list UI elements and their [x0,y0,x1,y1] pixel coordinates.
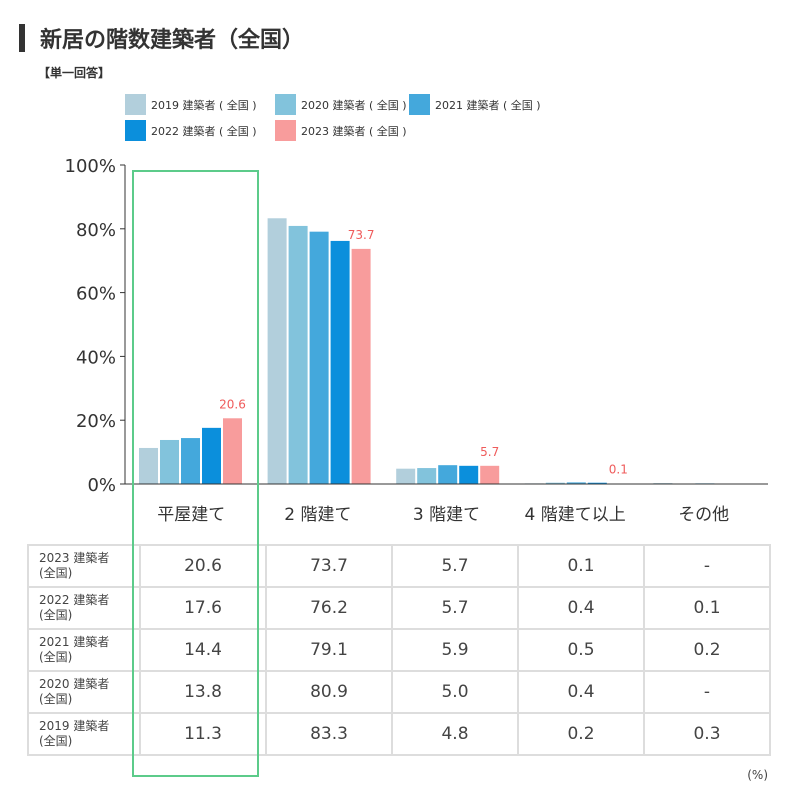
data-label: 73.7 [348,228,375,242]
table-cell: 4.8 [391,712,519,756]
legend-label: 2023 建築者 ( 全国 ) [301,124,407,138]
legend-item: 2023 建築者 ( 全国 ) [275,120,407,141]
table-row: 2022 建築者 (全国) 17.6 76.2 5.7 0.4 0.1 [27,586,771,630]
row-header: 2023 建築者 (全国) [27,544,141,588]
x-tick-label: 2 階建て [284,505,351,525]
row-header-scope: (全国) [39,692,73,706]
table-cell: 0.2 [643,628,771,672]
bar [330,240,350,484]
x-tick-label: その他 [678,505,729,525]
bar [309,231,329,484]
data-label: 20.6 [219,397,246,411]
table-cell: - [643,670,771,714]
table-cell: 14.4 [139,628,267,672]
legend-item: 2019 建築者 ( 全国 ) [125,94,257,115]
legend-swatch [275,94,296,115]
bar [288,225,308,484]
bar [181,438,200,484]
row-header: 2019 建築者 (全国) [27,712,141,756]
bar [267,218,287,484]
y-tick-label: 100% [65,156,116,177]
table-cell: 73.7 [265,544,393,588]
table-cell: 5.7 [391,586,519,630]
legend-label: 2021 建築者 ( 全国 ) [435,98,541,112]
legend-swatch [275,120,296,141]
title-accent-bar [19,24,25,52]
legend-item: 2022 建築者 ( 全国 ) [125,120,257,141]
table-row: 2023 建築者 (全国) 20.6 73.7 5.7 0.1- [27,544,771,588]
table-cell: 80.9 [265,670,393,714]
table-cell: 20.6 [139,544,267,588]
table-cell: 83.3 [265,712,393,756]
bar [587,482,607,484]
table-cell: 76.2 [265,586,393,630]
bar [459,465,479,484]
y-tick-label: 20% [76,411,116,432]
table-cell: 0.3 [643,712,771,756]
table-row: 2019 建築者 (全国) 11.3 83.3 4.8 0.2 0.3 [27,712,771,756]
data-table: 2023 建築者 (全国) 20.6 73.7 5.7 0.1-2022 建築者 (全国) 1… [27,544,771,756]
bar [223,418,242,484]
row-header-year: 2021 建築者 [39,635,110,649]
table-cell: 5.0 [391,670,519,714]
row-header: 2020 建築者 (全国) [27,670,141,714]
legend-swatch [125,94,146,115]
x-tick-label: 平屋建て [157,505,225,525]
data-label: 5.7 [480,445,499,459]
table-cell: 79.1 [265,628,393,672]
table-cell: 5.9 [391,628,519,672]
legend-label: 2020 建築者 ( 全国 ) [301,98,407,112]
bar [566,482,586,484]
row-header-scope: (全国) [39,650,73,664]
legend-swatch [125,120,146,141]
legend-swatch [409,94,430,115]
bar [351,248,371,484]
bar [417,468,437,484]
table-cell: - [643,544,771,588]
row-header: 2021 建築者 (全国) [27,628,141,672]
row-header-scope: (全国) [39,566,73,580]
row-header-year: 2022 建築者 [39,593,110,607]
table-cell: 17.6 [139,586,267,630]
data-label: 0.1 [609,463,628,477]
legend-label: 2022 建築者 ( 全国 ) [151,124,257,138]
table-cell: 0.4 [517,586,645,630]
legend-item: 2020 建築者 ( 全国 ) [275,94,407,115]
bar [202,427,221,484]
table-cell: 0.4 [517,670,645,714]
row-header-year: 2019 建築者 [39,719,110,733]
y-tick-label: 0% [87,475,116,496]
answer-type-label: 【単一回答】 [38,66,111,80]
y-tick-label: 60% [76,284,116,305]
y-tick-label: 80% [76,220,116,241]
bar [438,465,458,484]
table-cell: 5.7 [391,544,519,588]
row-header-year: 2023 建築者 [39,551,110,565]
row-header: 2022 建築者 (全国) [27,586,141,630]
table-row: 2021 建築者 (全国) 14.4 79.1 5.9 0.5 0.2 [27,628,771,672]
bar [480,465,500,484]
bar [160,439,179,484]
table-row: 2020 建築者 (全国) 13.8 80.9 5.0 0.4- [27,670,771,714]
x-tick-label: 4 階建て以上 [524,505,625,525]
unit-label: (%) [747,768,768,782]
x-tick-label: 3 階建て [413,505,480,525]
row-header-year: 2020 建築者 [39,677,110,691]
row-header-scope: (全国) [39,608,73,622]
bar [396,468,416,484]
legend-item: 2021 建築者 ( 全国 ) [409,94,541,115]
bar [545,482,565,484]
table-cell: 13.8 [139,670,267,714]
bar-chart: 0% 20% 40% 60% 80% 100% 20.6 平屋建て 73.7 2 階建て 5.7 3 … [65,156,768,525]
bar [139,447,158,484]
table-cell: 11.3 [139,712,267,756]
table-cell: 0.1 [643,586,771,630]
row-header-scope: (全国) [39,734,73,748]
page-title: 新居の階数建築者（全国） [40,28,305,53]
table-cell: 0.2 [517,712,645,756]
table-cell: 0.5 [517,628,645,672]
y-tick-label: 40% [76,347,116,368]
legend-label: 2019 建築者 ( 全国 ) [151,98,257,112]
table-cell: 0.1 [517,544,645,588]
